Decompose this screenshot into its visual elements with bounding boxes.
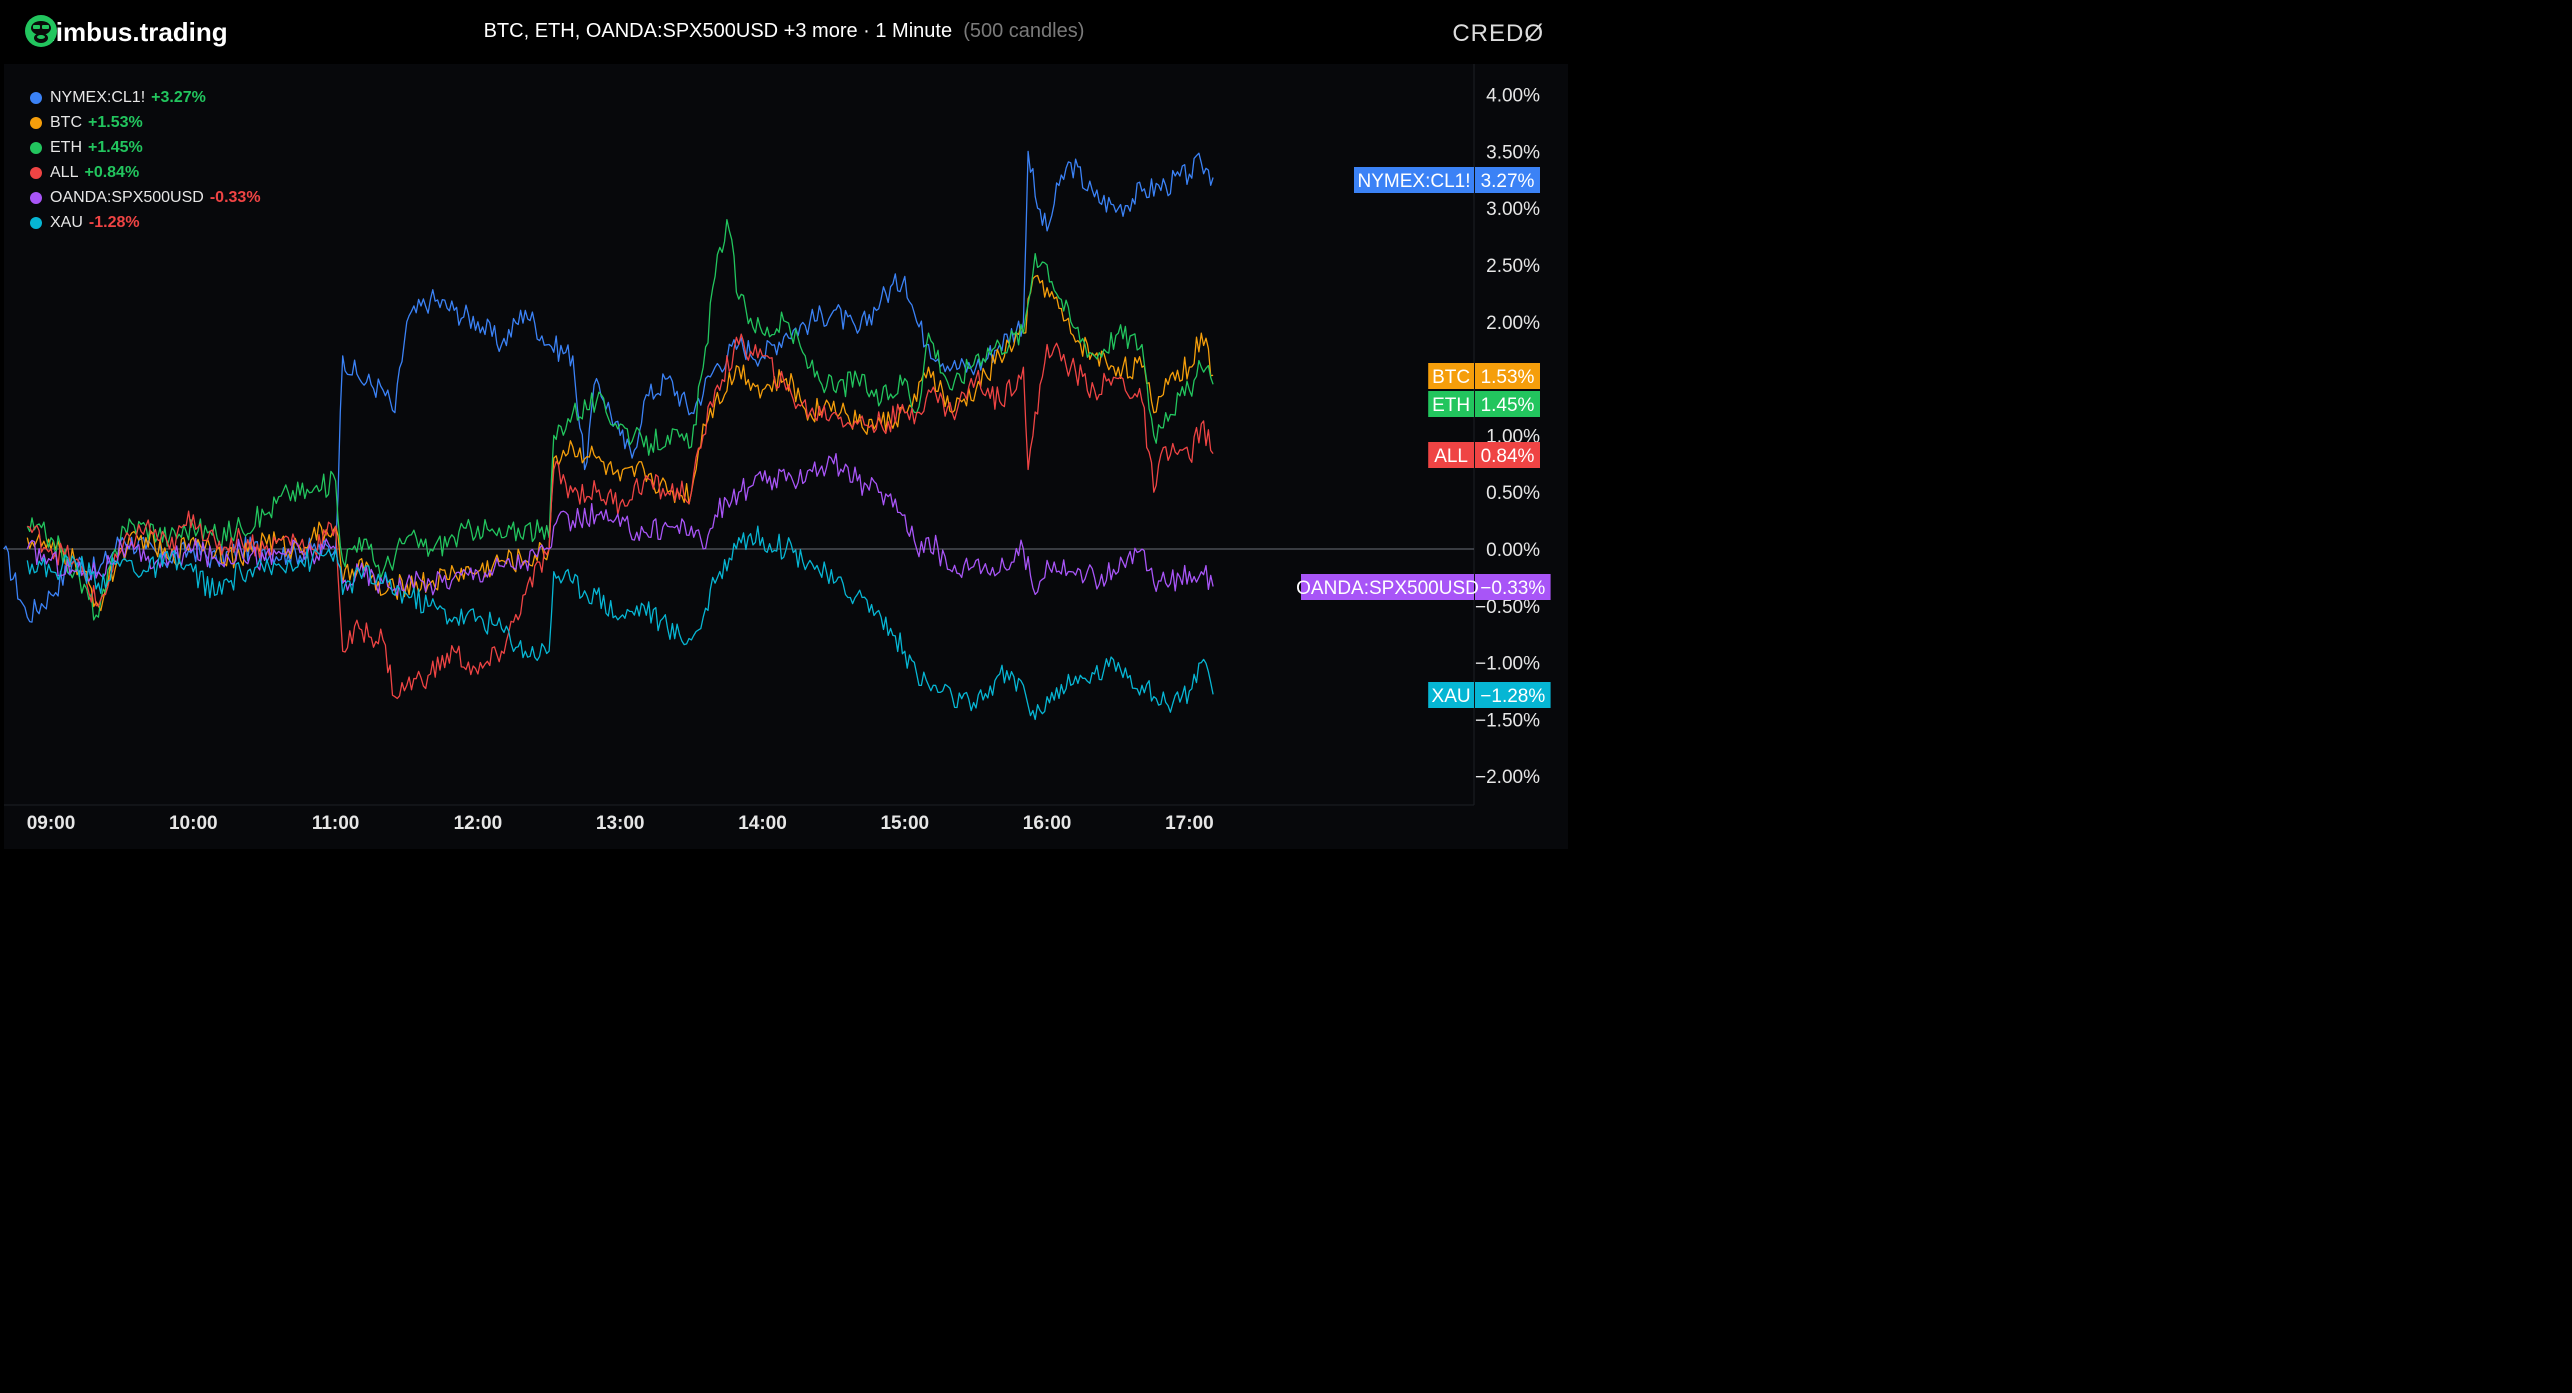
price-tag-value: −1.28% <box>1480 686 1545 707</box>
price-tag-value-bg <box>1475 682 1551 708</box>
price-tag-name: NYMEX:CL1! <box>1358 171 1471 192</box>
price-tag-value: 3.27% <box>1481 171 1535 192</box>
x-tick-label: 10:00 <box>169 813 218 834</box>
brand[interactable]: Nimbus.trading <box>24 14 228 50</box>
gorilla-logo-icon <box>25 15 57 47</box>
legend-item[interactable]: BTC +1.53% <box>30 110 261 135</box>
legend-series-name: XAU <box>50 213 83 231</box>
y-tick-label: −2.00% <box>1475 767 1540 788</box>
chart-svg[interactable]: 4.00%3.50%3.00%2.50%2.00%1.50%1.00%0.50%… <box>0 0 1568 849</box>
price-tag-value-bg <box>1475 391 1540 417</box>
legend-series-name: ALL <box>50 163 79 181</box>
y-tick-label: 3.50% <box>1486 142 1540 163</box>
price-tag-value: 1.45% <box>1481 395 1535 416</box>
price-tag-value-bg <box>1475 574 1551 600</box>
price-tag-name: OANDA:SPX500USD <box>1296 578 1479 599</box>
y-tick-label: 3.00% <box>1486 199 1540 220</box>
top-bar: Nimbus.trading BTC, ETH, OANDA:SPX500USD… <box>0 0 1568 64</box>
price-tag-name-bg <box>1428 682 1474 708</box>
price-tag: OANDA:SPX500USD −0.33% <box>1296 574 1551 600</box>
legend-series-name: NYMEX:CL1! <box>50 88 146 106</box>
legend-series-change: +1.45% <box>88 138 143 156</box>
legend-dot-icon <box>30 216 42 229</box>
price-tag-value: 0.84% <box>1481 446 1535 467</box>
series-line <box>27 333 1214 700</box>
legend-item[interactable]: ALL +0.84% <box>30 160 261 185</box>
legend-series-name: OANDA:SPX500USD <box>50 188 204 206</box>
legend-item[interactable]: ETH +1.45% <box>30 135 261 160</box>
price-tag: BTC 1.53% <box>1428 363 1540 389</box>
y-tick-label: 0.50% <box>1486 483 1540 504</box>
series-line <box>26 525 1214 721</box>
price-tag-name-bg <box>1428 363 1474 389</box>
price-tag: ETH 1.45% <box>1428 391 1540 417</box>
price-tag-value: 1.53% <box>1481 367 1535 388</box>
series-line <box>26 452 1214 596</box>
x-tick-label: 12:00 <box>454 813 503 834</box>
price-tag-name-bg <box>1428 442 1474 468</box>
y-tick-label: 2.00% <box>1486 313 1540 334</box>
x-tick-label: 14:00 <box>738 813 787 834</box>
x-tick-label: 16:00 <box>1023 813 1072 834</box>
price-tag: NYMEX:CL1! 3.27% <box>1354 167 1540 193</box>
x-tick-label: 17:00 <box>1165 813 1214 834</box>
legend-series-change: +3.27% <box>151 88 206 106</box>
legend-series-change: +1.53% <box>88 113 143 131</box>
price-tag-name: BTC <box>1432 367 1470 388</box>
legend-dot-icon <box>30 91 42 104</box>
legend-item[interactable]: XAU -1.28% <box>30 210 261 235</box>
series-line <box>26 274 1214 612</box>
credo-logo: CREDØ <box>1452 20 1544 47</box>
legend-item[interactable]: OANDA:SPX500USD -0.33% <box>30 185 261 210</box>
price-tag-name: XAU <box>1432 686 1471 707</box>
price-tag-value-bg <box>1475 363 1540 389</box>
price-tag-value-bg <box>1475 442 1540 468</box>
legend-series-change: +0.84% <box>84 163 140 181</box>
price-tag-name-bg <box>1428 391 1474 417</box>
legend-item[interactable]: NYMEX:CL1! +3.27% <box>30 85 261 110</box>
chart-title-main: BTC, ETH, OANDA:SPX500USD +3 more · 1 Mi… <box>483 20 953 42</box>
chart-title[interactable]: BTC, ETH, OANDA:SPX500USD +3 more · 1 Mi… <box>0 20 1568 43</box>
legend-dot-icon <box>30 191 42 204</box>
price-tag-value-bg <box>1475 167 1540 193</box>
price-tag-name: ETH <box>1432 395 1470 416</box>
price-tag: ALL 0.84% <box>1428 442 1540 468</box>
x-tick-label: 11:00 <box>312 813 360 834</box>
series-line <box>26 218 1214 621</box>
x-tick-label: 13:00 <box>596 813 645 834</box>
price-tag-name-bg <box>1354 167 1474 193</box>
legend-dot-icon <box>30 116 42 129</box>
y-tick-label: 0.00% <box>1486 540 1540 561</box>
x-tick-label: 09:00 <box>27 813 76 834</box>
chart-area <box>4 64 1568 849</box>
legend-dot-icon <box>30 166 42 179</box>
brand-name: Nimbus.trading <box>37 16 228 47</box>
legend-dot-icon <box>30 141 42 154</box>
y-tick-label: −1.50% <box>1475 710 1540 731</box>
price-tag-value: −0.33% <box>1480 578 1545 599</box>
price-tag-name-bg <box>1301 574 1474 600</box>
legend-series-change: -0.33% <box>209 188 261 206</box>
legend: NYMEX:CL1! +3.27% BTC +1.53% ETH +1.45% ALL +0.… <box>30 85 261 235</box>
y-tick-label: 2.50% <box>1486 256 1540 277</box>
legend-series-change: -1.28% <box>88 213 140 231</box>
chart-title-candles: (500 candles) <box>963 20 1085 42</box>
price-tag-name: ALL <box>1434 446 1468 467</box>
x-tick-label: 15:00 <box>880 813 929 834</box>
legend-series-name: BTC <box>50 113 82 131</box>
y-tick-label: 4.00% <box>1486 86 1540 107</box>
y-tick-label: −1.00% <box>1475 654 1540 675</box>
legend-series-name: ETH <box>50 138 82 156</box>
price-tag: XAU −1.28% <box>1428 682 1551 708</box>
y-tick-label: −0.50% <box>1475 597 1540 618</box>
